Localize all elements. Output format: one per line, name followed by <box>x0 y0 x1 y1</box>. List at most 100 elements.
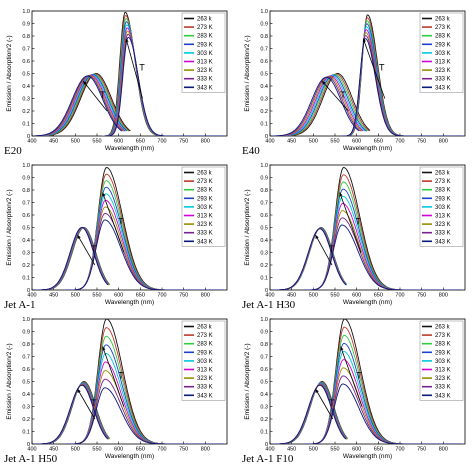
y-tick-label: 0.5 <box>260 72 268 78</box>
temperature-label: T <box>329 398 335 408</box>
temperature-label: T <box>118 371 124 381</box>
legend-entry: 313 K <box>435 368 451 374</box>
temperature-arrow <box>77 234 96 266</box>
x-tick-label: 550 <box>330 293 339 299</box>
legend-entry: 293 K <box>435 350 451 356</box>
y-tick-label: 0 <box>27 288 30 294</box>
series-group <box>34 319 225 444</box>
arrow-head-icon <box>362 38 367 43</box>
y-tick-label: 0.1 <box>22 122 30 128</box>
y-tick-label: 0.7 <box>22 355 30 361</box>
legend-entry: 303 K <box>435 51 451 57</box>
series-group <box>34 167 225 290</box>
legend-entry: 343 K <box>197 239 213 245</box>
x-tick-label: 800 <box>201 139 210 145</box>
x-tick-label: 600 <box>114 293 123 299</box>
legend-entry: 263 k <box>435 325 451 331</box>
y-tick-label: 0.5 <box>22 226 30 232</box>
x-tick-label: 500 <box>71 139 80 145</box>
x-tick-label: 700 <box>157 139 166 145</box>
arrow-head-icon <box>77 389 81 393</box>
x-tick-label: 800 <box>439 293 448 299</box>
x-tick-label: 600 <box>352 293 361 299</box>
x-tick-label: 700 <box>395 139 404 145</box>
legend-entry: 313 K <box>197 60 213 66</box>
x-tick-label: 650 <box>136 293 145 299</box>
absorption-curve <box>34 75 122 136</box>
x-tick-label: 550 <box>92 293 101 299</box>
y-tick-label: 0.2 <box>22 417 30 423</box>
y-axis-title: Emission / Absorption/2 (-) <box>244 189 251 265</box>
y-tick-label: 0.1 <box>260 122 268 128</box>
y-tick-label: 0.2 <box>260 417 268 423</box>
x-tick-label: 750 <box>179 293 188 299</box>
x-tick-label: 750 <box>179 447 188 453</box>
emission-curve <box>66 378 225 444</box>
x-tick-label: 800 <box>439 139 448 145</box>
temperature-label: T <box>100 90 106 100</box>
legend-entry: 343 K <box>435 85 451 91</box>
legend-entry: 283 K <box>197 342 213 348</box>
x-tick-label: 650 <box>374 293 383 299</box>
arrow-head-icon <box>339 192 343 197</box>
legend-entry: 313 K <box>435 214 451 220</box>
chart-panel-4: 400 450 500 550 600 650 700 750 800 0 0.1 0.2 0.3 0.4… <box>242 163 466 310</box>
absorption-curve <box>272 228 347 290</box>
temperature-arrow <box>362 38 386 99</box>
y-tick-label: 0.7 <box>22 201 30 207</box>
arrow-head-icon <box>102 192 106 197</box>
legend-entry: 263 k <box>435 171 451 177</box>
x-tick-label: 550 <box>92 139 101 145</box>
chart-panel-1: 400 450 500 550 600 650 700 750 800 0 0.1 0.2 0.3 0.4… <box>4 9 228 156</box>
y-tick-label: 0.1 <box>22 430 30 436</box>
y-axis-title: Emission / Absorption/2 (-) <box>6 343 13 419</box>
y-tick-label: 0.5 <box>22 72 30 78</box>
x-tick-label: 400 <box>27 139 36 145</box>
temperature-label: T <box>118 217 124 227</box>
y-axis-title: Emission / Absorption/2 (-) <box>6 35 13 111</box>
x-tick-label: 500 <box>309 293 318 299</box>
legend-entry: 283 K <box>435 342 451 348</box>
arrow-head-icon <box>102 346 106 351</box>
emission-curve <box>66 387 225 444</box>
chart-panel-2: 400 450 500 550 600 650 700 750 800 0 0.1 0.2 0.3 0.4… <box>242 9 466 156</box>
legend-entry: 313 K <box>197 368 213 374</box>
x-tick-label: 550 <box>330 447 339 453</box>
x-tick-label: 750 <box>179 139 188 145</box>
x-tick-label: 550 <box>92 447 101 453</box>
temperature-label: T <box>379 63 385 73</box>
legend-entry: 273 K <box>435 25 451 31</box>
y-tick-label: 0.1 <box>260 276 268 282</box>
x-tick-label: 600 <box>114 447 123 453</box>
absorption-curve <box>272 384 347 444</box>
y-tick-label: 0.5 <box>260 226 268 232</box>
legend-entry: 343 K <box>197 393 213 399</box>
x-tick-label: 400 <box>265 293 274 299</box>
panel-label: E20 <box>4 145 22 156</box>
y-tick-label: 0.3 <box>22 97 30 103</box>
legend-entry: 283 K <box>197 188 213 194</box>
y-tick-label: 0.3 <box>22 251 30 257</box>
temperature-arrow <box>77 388 96 420</box>
y-tick-label: 0.3 <box>260 251 268 257</box>
y-tick-label: 0.4 <box>260 84 268 90</box>
y-tick-label: 0.2 <box>260 109 268 115</box>
legend-entry: 293 K <box>435 196 451 202</box>
y-tick-label: 1.0 <box>260 317 268 323</box>
y-tick-label: 0.2 <box>22 109 30 115</box>
x-tick-label: 600 <box>114 139 123 145</box>
x-tick-label: 700 <box>157 293 166 299</box>
arrow-head-icon <box>77 235 81 239</box>
legend-entry: 313 K <box>435 60 451 66</box>
legend-entry: 273 K <box>197 333 213 339</box>
x-tick-label: 650 <box>374 139 383 145</box>
y-tick-label: 0.4 <box>260 238 268 244</box>
legend-entry: 313 K <box>197 214 213 220</box>
y-tick-label: 0.4 <box>22 238 30 244</box>
y-tick-label: 0.7 <box>22 47 30 53</box>
legend-entry: 323 K <box>197 68 213 74</box>
y-tick-label: 1.0 <box>22 317 30 323</box>
x-tick-label: 500 <box>71 447 80 453</box>
x-axis-title: Wavelength (nm) <box>343 299 392 306</box>
legend-entry: 263 k <box>197 171 213 177</box>
